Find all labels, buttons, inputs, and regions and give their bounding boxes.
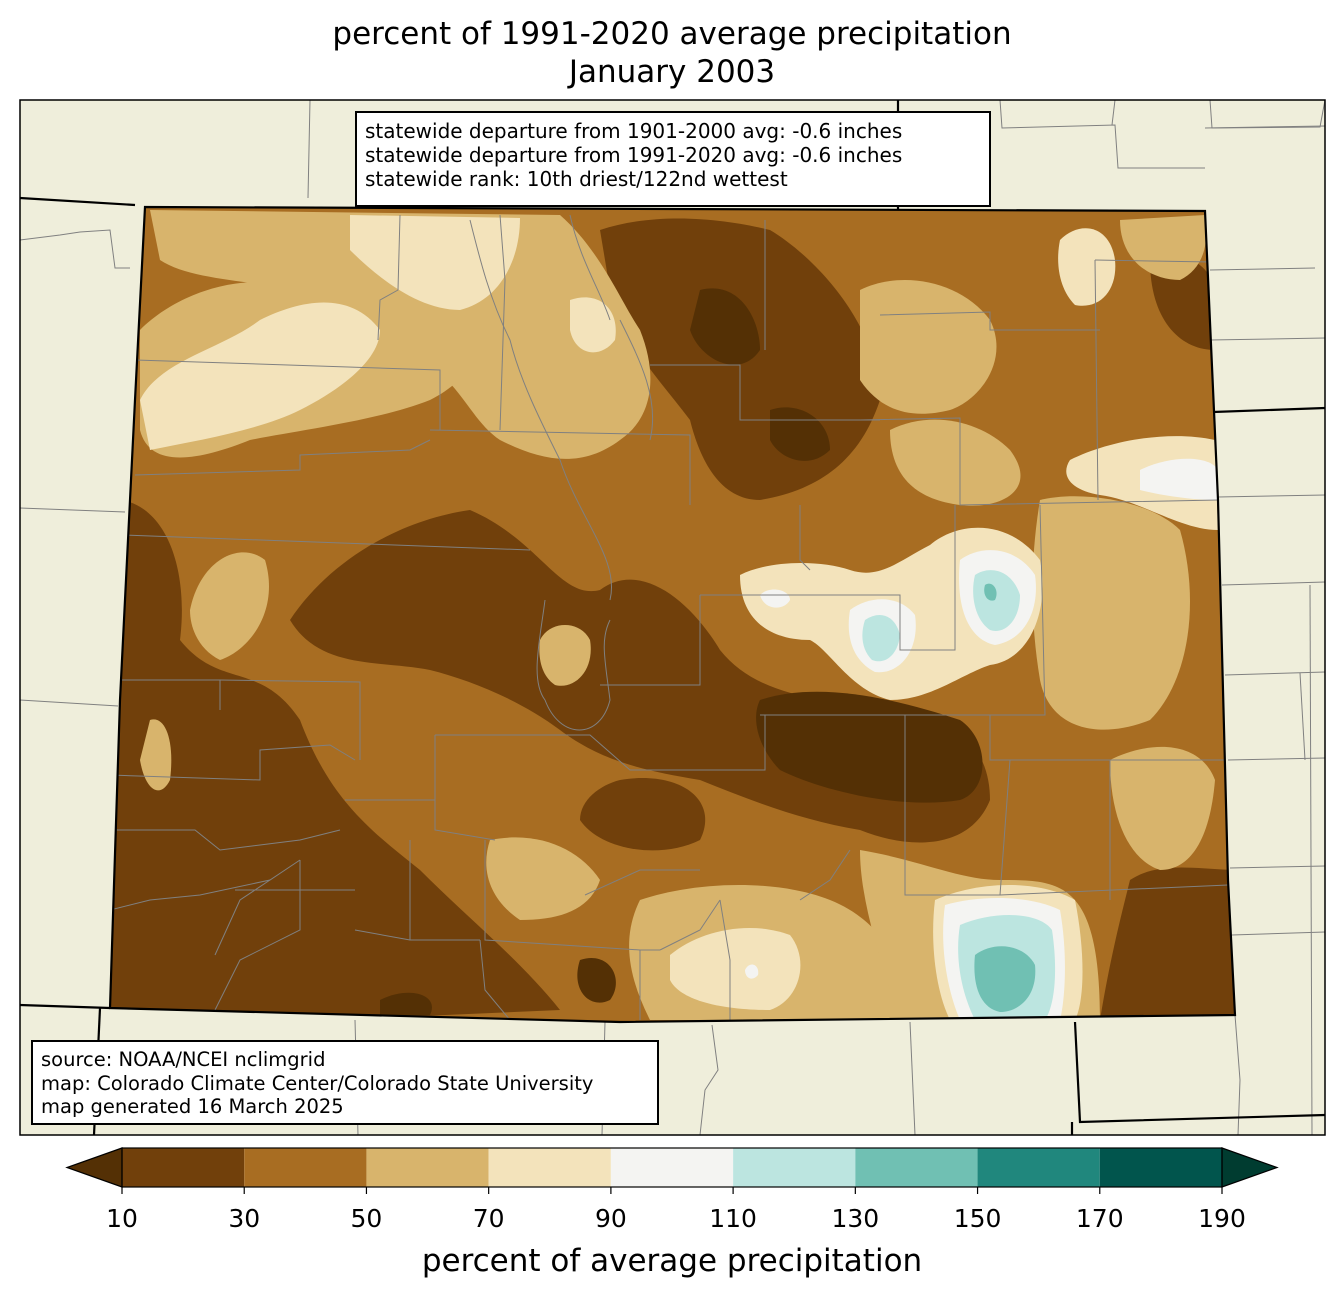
colorbar-tick-label: 70 bbox=[472, 1204, 505, 1233]
colorbar-tick-label: 90 bbox=[594, 1204, 627, 1233]
colorbar-bin-30-50 bbox=[244, 1148, 367, 1187]
colorbar-bin-10-30 bbox=[122, 1148, 245, 1187]
source-box: source: NOAA/NCEI nclimgrid map: Colorad… bbox=[31, 1040, 659, 1125]
colorbar-tick-label: 30 bbox=[228, 1204, 261, 1233]
colorado-county-lines bbox=[110, 214, 1229, 1021]
source-line: source: NOAA/NCEI nclimgrid bbox=[41, 1048, 326, 1071]
map-frame-content bbox=[20, 100, 1325, 1135]
colorbar-over-arrow bbox=[1221, 1147, 1279, 1188]
stat-departure-1901-2000: statewide departure from 1901-2000 avg: … bbox=[365, 119, 903, 143]
map-credit-line: map: Colorado Climate Center/Colorado St… bbox=[41, 1071, 594, 1095]
colorbar-outline bbox=[121, 1147, 1223, 1188]
stat-rank: statewide rank: 10th driest/122nd wettes… bbox=[365, 167, 788, 191]
colorbar-bin-170-190 bbox=[1099, 1148, 1222, 1187]
colorbar-bin-70-90 bbox=[488, 1148, 611, 1187]
colorbar-bin-50-70 bbox=[366, 1148, 489, 1187]
colorbar-tick-label: 130 bbox=[831, 1204, 880, 1233]
colorbar-tick-label: 110 bbox=[709, 1204, 757, 1233]
statewide-stats-box: statewide departure from 1901-2000 avg: … bbox=[355, 111, 991, 207]
colorbar-tick-label: 150 bbox=[953, 1204, 1002, 1233]
stat-departure-1991-2020: statewide departure from 1991-2020 avg: … bbox=[365, 143, 903, 167]
colorbar-under-arrow bbox=[65, 1147, 123, 1188]
colorbar-bin-110-130 bbox=[733, 1148, 856, 1187]
colorbar-tick-label: 50 bbox=[350, 1204, 383, 1233]
map-frame bbox=[19, 99, 1326, 1136]
map-subtitle: January 2003 bbox=[568, 54, 776, 90]
colorbar-bin-150-170 bbox=[977, 1148, 1100, 1187]
generated-date-line: map generated 16 March 2025 bbox=[41, 1095, 344, 1118]
colorbar-label: percent of average precipitation bbox=[421, 1243, 923, 1279]
map-title: percent of 1991-2020 average precipitati… bbox=[332, 16, 1012, 52]
colorbar-tick-label: 170 bbox=[1075, 1204, 1124, 1233]
colorbar-bin-90-110 bbox=[610, 1148, 734, 1187]
colorbar-tick-label: 10 bbox=[106, 1204, 138, 1233]
colorbar-bin-130-150 bbox=[855, 1148, 978, 1187]
colorado-border bbox=[108, 205, 1237, 1024]
precip-field bbox=[110, 207, 1235, 1022]
colorbar-tick-label: 190 bbox=[1198, 1204, 1246, 1233]
